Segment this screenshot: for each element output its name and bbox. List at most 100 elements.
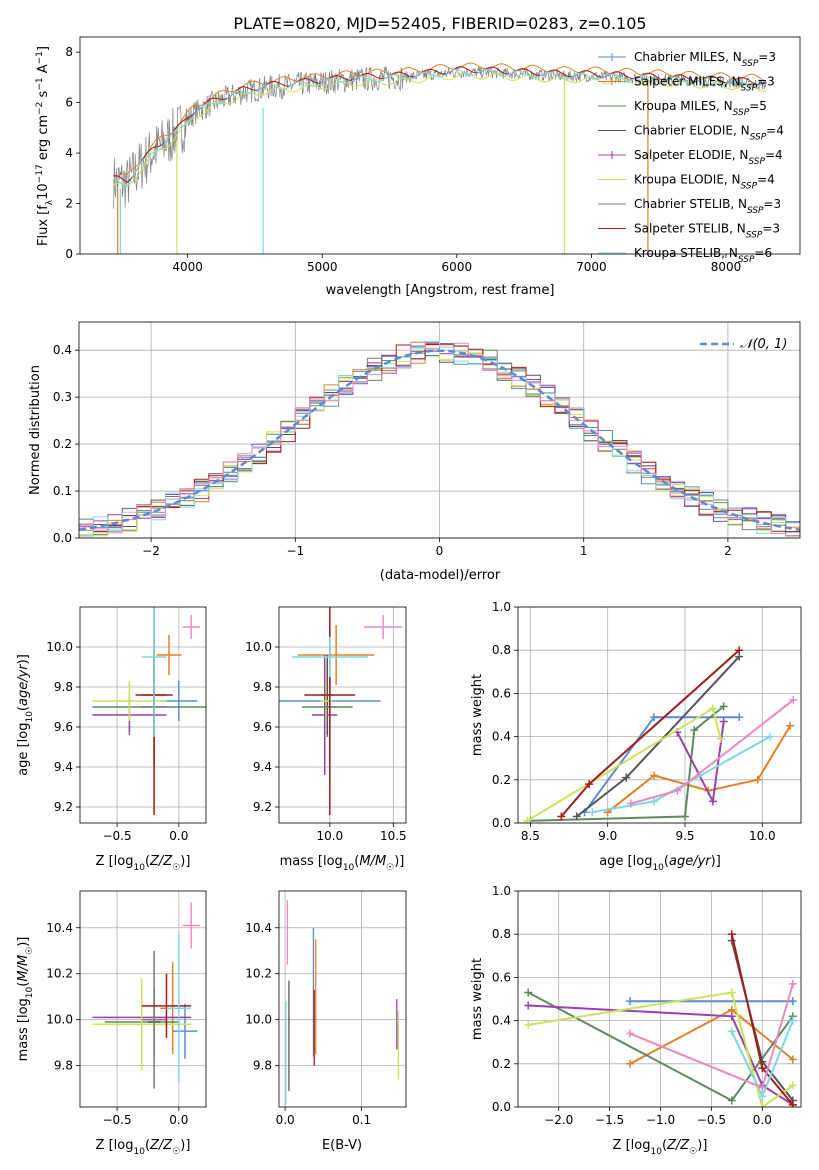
weight-marker bbox=[788, 1055, 797, 1064]
legend-entry: Salpeter ELODIE, NSSP=4 bbox=[634, 148, 783, 167]
y-tick-label: 0.4 bbox=[492, 1014, 511, 1028]
weight-marker bbox=[758, 1083, 767, 1092]
x-tick-label: 2 bbox=[724, 544, 732, 558]
y-tick-label: 0 bbox=[65, 247, 73, 261]
weight-marker bbox=[788, 997, 797, 1006]
weight-marker bbox=[572, 812, 581, 821]
y-tick-label: 10.2 bbox=[46, 967, 73, 981]
e-plot-area bbox=[285, 900, 399, 1105]
spectrum-legend: Chabrier MILES, NSSP=3 Salpeter MILES, NS… bbox=[598, 50, 784, 265]
weight-marker bbox=[588, 808, 597, 817]
y-tick-label: 10.4 bbox=[245, 921, 272, 935]
legend-entry: Chabrier STELIB, NSSP=3 bbox=[634, 197, 781, 216]
f-frame bbox=[517, 890, 802, 1108]
weight-marker bbox=[789, 695, 798, 704]
x-tick-label: −2.0 bbox=[544, 1113, 573, 1127]
weight-marker bbox=[681, 812, 690, 821]
y-tick-label: 10.4 bbox=[46, 921, 73, 935]
weight-series-line bbox=[526, 706, 722, 822]
d-frame bbox=[79, 890, 207, 1108]
weight-marker bbox=[626, 799, 635, 808]
x-tick-label: −0.5 bbox=[102, 1113, 131, 1127]
y-tick-label: 0.6 bbox=[492, 970, 511, 984]
weight-marker bbox=[727, 1096, 736, 1105]
weight-marker bbox=[727, 988, 736, 997]
weight-marker bbox=[788, 1100, 797, 1107]
y-tick-label: 1.0 bbox=[492, 600, 511, 614]
weight-marker bbox=[788, 1081, 797, 1090]
weight-marker bbox=[650, 713, 659, 722]
x-tick-label: 4000 bbox=[172, 260, 203, 274]
x-tick-label: 10.5 bbox=[380, 829, 407, 843]
weight-marker bbox=[557, 812, 566, 821]
mass-Z-xlabel: Z [log10(Z/Z☉)] bbox=[96, 1138, 191, 1157]
y-tick-label: 0.8 bbox=[492, 643, 511, 657]
spec-axes: 4000 5000 6000 7000 8000 0 2 4 6 8 bbox=[65, 45, 741, 274]
weight-marker bbox=[788, 979, 797, 988]
age-mass-xlabel: mass [log10(M/M☉)] bbox=[280, 854, 405, 873]
weight-marker bbox=[524, 1001, 533, 1010]
y-tick-label: 4 bbox=[65, 146, 73, 160]
x-tick-label: 9.0 bbox=[598, 829, 617, 843]
spectrum-model-line bbox=[113, 62, 767, 178]
y-tick-label: 10.0 bbox=[46, 1013, 73, 1027]
legend-marker bbox=[608, 53, 616, 61]
y-tick-label: 8 bbox=[65, 45, 73, 59]
y-tick-label: 2 bbox=[65, 197, 73, 211]
legend-entry: Kroupa MILES, NSSP=5 bbox=[634, 99, 767, 118]
x-tick-label: −0.5 bbox=[697, 1113, 726, 1127]
weight-marker bbox=[690, 726, 699, 735]
spectrum-xlabel: wavelength [Angstrom, rest frame] bbox=[326, 283, 555, 298]
spectrum-ylabel: Flux [fλ10−17 erg cm−2 s−1 A−1] bbox=[35, 46, 55, 246]
weight-marker bbox=[727, 930, 736, 939]
y-tick-label: 0.6 bbox=[492, 686, 511, 700]
weight-marker bbox=[788, 1016, 797, 1025]
weight-marker bbox=[758, 1064, 767, 1073]
spectrum-model-line bbox=[113, 68, 767, 187]
weight-marker bbox=[719, 702, 728, 711]
y-tick-label: 0.4 bbox=[492, 730, 511, 744]
weight-marker bbox=[523, 816, 532, 823]
a-frame bbox=[79, 606, 207, 824]
y-tick-label: 0.8 bbox=[492, 927, 511, 941]
hist-plot-area bbox=[79, 340, 800, 537]
weight-marker bbox=[524, 988, 533, 997]
legend-entry: Chabrier MILES, NSSP=3 bbox=[634, 50, 776, 69]
weight-marker bbox=[625, 1059, 634, 1068]
weight-series-line bbox=[528, 991, 794, 1107]
a-plot-area bbox=[92, 607, 206, 815]
weight-marker bbox=[673, 786, 682, 795]
weight-marker bbox=[625, 997, 634, 1006]
e-frame bbox=[278, 890, 407, 1108]
c-plot-area bbox=[523, 646, 798, 823]
legend-marker bbox=[608, 151, 616, 159]
y-tick-label: 0.0 bbox=[492, 816, 511, 830]
y-tick-label: 0.1 bbox=[53, 484, 72, 498]
d-axes: −0.5 0.0 9.8 10.0 10.2 10.4 bbox=[46, 891, 206, 1127]
legend-marker bbox=[608, 77, 616, 86]
normal-curve bbox=[79, 349, 800, 532]
weight-marker bbox=[735, 713, 744, 722]
c-axes: 8.5 9.0 9.5 10.0 0.0 0.2 0.4 0.6 0.8 1.0 bbox=[492, 600, 801, 843]
weight-marker bbox=[727, 1012, 736, 1021]
x-tick-label: 0 bbox=[436, 544, 444, 558]
a-axes: −0.5 0.0 9.2 9.4 9.6 9.8 10.0 bbox=[46, 607, 206, 843]
weight-marker bbox=[650, 797, 659, 806]
x-tick-label: 6000 bbox=[442, 260, 473, 274]
y-tick-label: 10.0 bbox=[46, 640, 73, 654]
y-tick-label: 10.0 bbox=[245, 1013, 272, 1027]
weight-Z-xlabel: Z [log10(Z/Z☉)] bbox=[613, 1138, 708, 1157]
age-ylabel: age [log10(age/yr)] bbox=[16, 654, 35, 776]
y-tick-label: 0.2 bbox=[492, 1057, 511, 1071]
y-tick-label: 9.6 bbox=[54, 720, 73, 734]
d-plot-area bbox=[92, 902, 200, 1089]
y-tick-label: 0.2 bbox=[492, 773, 511, 787]
weight-series-line bbox=[592, 735, 771, 814]
x-tick-label: 0.0 bbox=[169, 1113, 188, 1127]
x-tick-label: 10.0 bbox=[749, 829, 776, 843]
y-tick-label: 9.4 bbox=[54, 760, 73, 774]
weight-marker bbox=[735, 646, 744, 655]
x-tick-label: 9.5 bbox=[675, 829, 694, 843]
weight-marker bbox=[622, 773, 631, 782]
